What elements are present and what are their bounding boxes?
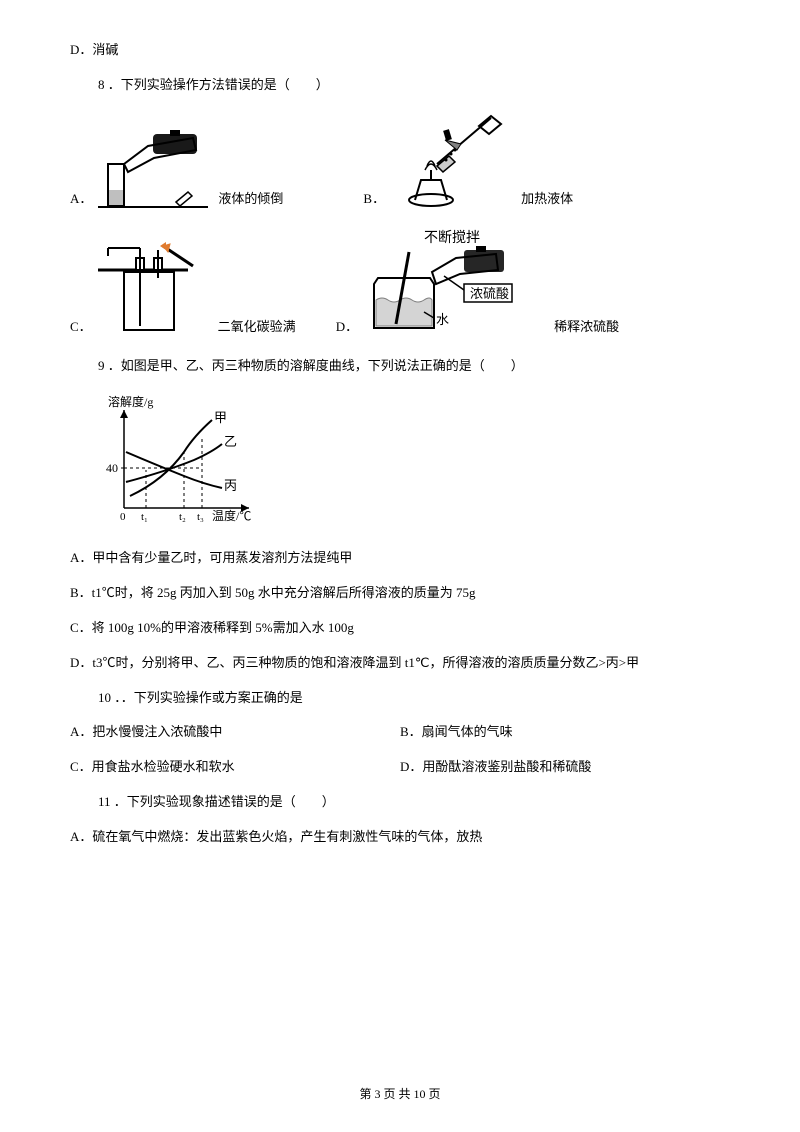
q9-stem: 9 ．如图是甲、乙、丙三种物质的溶解度曲线，下列说法正确的是（ ） [70, 356, 730, 377]
q8-row-cd: C． 二氧化碳验满 D． 不断搅拌 浓硫酸 [70, 228, 730, 338]
q9-c: C．将 100g 10%的甲溶液稀释到 5%需加入水 100g [70, 618, 730, 639]
q11-a: A．硫在氧气中燃烧：发出蓝紫色火焰，产生有刺激性气味的气体，放热 [70, 827, 730, 848]
q8-opt-c: C． 二氧化碳验满 [70, 238, 296, 338]
heating-liquid-icon [391, 110, 511, 210]
q8-opt-a: A． 液体的倾倒 [70, 124, 283, 210]
page-footer: 第 3 页 共 10 页 [0, 1085, 800, 1104]
q10-a: A．把水慢慢注入浓硫酸中 [70, 722, 400, 743]
solubility-curve-icon: 溶解度/g 40 甲 乙 丙 0 t₁ t₂ t₃ 温度/℃ [94, 390, 264, 530]
q8-opt-b: B． 加热液体 [363, 110, 573, 210]
q8-b-label: B． [363, 189, 385, 210]
svg-text:浓硫酸: 浓硫酸 [470, 286, 509, 301]
q10-row-ab: A．把水慢慢注入浓硫酸中 B．扇闻气体的气味 [70, 722, 730, 743]
dilute-acid-icon: 不断搅拌 浓硫酸 水 [364, 228, 544, 338]
svg-text:40: 40 [106, 461, 118, 475]
q10-c: C．用食盐水检验硬水和软水 [70, 757, 400, 778]
q8-stem: 8 ．下列实验操作方法错误的是（ ） [70, 75, 730, 96]
q8-c-label: C． [70, 317, 92, 338]
svg-text:不断搅拌: 不断搅拌 [424, 230, 480, 246]
q8-c-caption: 二氧化碳验满 [218, 317, 296, 338]
q9-chart: 溶解度/g 40 甲 乙 丙 0 t₁ t₂ t₃ 温度/℃ [94, 390, 730, 530]
q8-b-caption: 加热液体 [521, 189, 573, 210]
q8-a-label: A． [70, 189, 92, 210]
svg-text:温度/℃: 温度/℃ [212, 508, 251, 523]
q10-row-cd: C．用食盐水检验硬水和软水 D．用酚酞溶液鉴别盐酸和稀硫酸 [70, 757, 730, 778]
pouring-liquid-icon [98, 124, 208, 210]
co2-full-check-icon [98, 238, 208, 338]
option-d-prev: D．消碱 [70, 40, 730, 61]
q8-row-ab: A． 液体的倾倒 B． 加热液体 [70, 110, 730, 210]
q10-d: D．用酚酞溶液鉴别盐酸和稀硫酸 [400, 757, 730, 778]
q9-a: A．甲中含有少量乙时，可用蒸发溶剂方法提纯甲 [70, 548, 730, 569]
svg-text:溶解度/g: 溶解度/g [108, 394, 153, 409]
q9-b: B．t1℃时，将 25g 丙加入到 50g 水中充分溶解后所得溶液的质量为 75… [70, 583, 730, 604]
q9-d: D．t3℃时，分别将甲、乙、丙三种物质的饱和溶液降温到 t1℃，所得溶液的溶质质… [70, 653, 730, 674]
q8-d-label: D． [336, 317, 358, 338]
q10-stem: 10 ．．下列实验操作或方案正确的是 [70, 688, 730, 709]
svg-text:t₁: t₁ [141, 511, 148, 523]
svg-text:乙: 乙 [224, 434, 237, 449]
q8-opt-d: D． 不断搅拌 浓硫酸 水 稀释浓硫酸 [336, 228, 619, 338]
q11-stem: 11 ．下列实验现象描述错误的是（ ） [70, 792, 730, 813]
svg-text:t₂: t₂ [179, 511, 186, 523]
svg-text:甲: 甲 [214, 410, 227, 425]
svg-text:水: 水 [436, 312, 449, 327]
q8-a-caption: 液体的倾倒 [218, 189, 283, 210]
q8-d-caption: 稀释浓硫酸 [554, 317, 619, 338]
svg-text:丙: 丙 [224, 478, 237, 493]
svg-text:t₃: t₃ [197, 511, 204, 523]
q10-b: B．扇闻气体的气味 [400, 722, 730, 743]
svg-text:0: 0 [120, 511, 126, 523]
